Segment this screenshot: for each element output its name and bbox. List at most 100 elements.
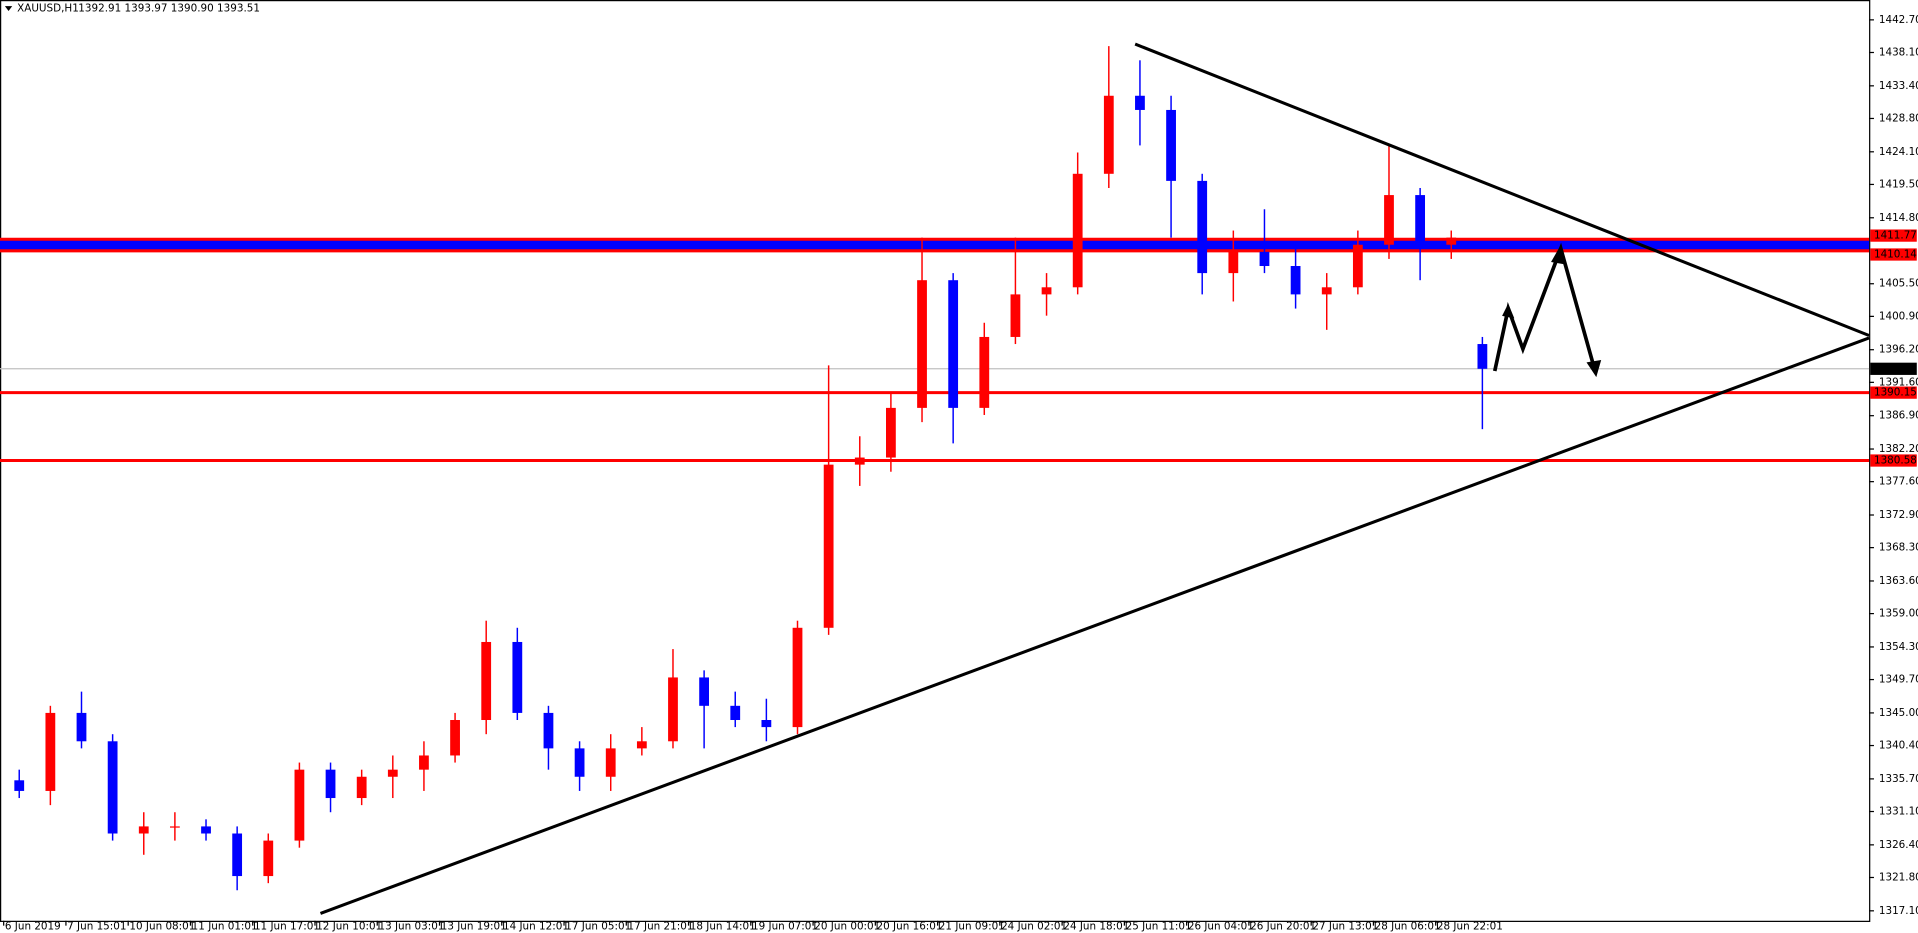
candle-body bbox=[1415, 195, 1426, 245]
x-tick-label: 10 Jun 08:01 bbox=[129, 920, 195, 932]
menu-icon[interactable] bbox=[4, 6, 13, 12]
y-tick-label: 1340.40 bbox=[1879, 740, 1918, 752]
price-level-tag bbox=[1870, 248, 1917, 261]
x-tick-label: 27 Jun 13:01 bbox=[1312, 920, 1378, 932]
candle-body bbox=[1321, 287, 1332, 295]
candle-body bbox=[294, 769, 305, 841]
y-tick-label: 1396.20 bbox=[1879, 344, 1918, 356]
y-tick-label: 1377.60 bbox=[1879, 476, 1918, 488]
candle-body bbox=[419, 755, 429, 770]
candle-body bbox=[107, 741, 118, 834]
y-tick-label: 1414.80 bbox=[1879, 212, 1918, 224]
x-tick-label: 6 Jun 2019 bbox=[5, 920, 61, 932]
arrow-head bbox=[1502, 303, 1515, 319]
x-tick-label: 28 Jun 06:01 bbox=[1375, 920, 1441, 932]
candle-body bbox=[1166, 109, 1176, 181]
x-tick-label: 13 Jun 03:01 bbox=[378, 920, 444, 932]
candle-body bbox=[169, 826, 180, 828]
candle-body bbox=[761, 720, 772, 728]
candle-body bbox=[1197, 180, 1208, 274]
candle-body bbox=[1352, 244, 1363, 288]
candle-body bbox=[356, 776, 367, 799]
price-level-tag bbox=[1870, 229, 1917, 242]
candle-body bbox=[1228, 251, 1239, 274]
x-tick-label: 21 Jun 09:01 bbox=[939, 920, 1005, 932]
x-tick-label: 26 Jun 20:01 bbox=[1250, 920, 1316, 932]
candle-body bbox=[1041, 287, 1052, 295]
x-tick-label: 20 Jun 16:01 bbox=[877, 920, 943, 932]
candle-body bbox=[1103, 95, 1114, 174]
y-tick-label: 1345.00 bbox=[1879, 707, 1918, 719]
price-level-label: 1390.15 bbox=[1874, 387, 1917, 399]
arrow-head bbox=[1551, 244, 1566, 265]
price-level-label: 1380.58 bbox=[1874, 455, 1917, 467]
y-tick-label: 1419.50 bbox=[1879, 178, 1918, 190]
x-tick-label: 24 Jun 18:01 bbox=[1063, 920, 1129, 932]
candle-body bbox=[512, 641, 523, 713]
price-level-tag bbox=[1870, 454, 1917, 467]
candle-body bbox=[1072, 173, 1083, 288]
y-tick-label: 1321.80 bbox=[1879, 871, 1918, 883]
candle-body bbox=[699, 677, 710, 706]
candle-body bbox=[823, 464, 834, 628]
candle-body bbox=[668, 677, 678, 742]
candle-body bbox=[201, 826, 211, 834]
y-tick-label: 1382.20 bbox=[1879, 443, 1918, 455]
price-level-tag bbox=[1870, 362, 1917, 375]
price-level-label: 1410.14 bbox=[1874, 249, 1917, 261]
candle-body bbox=[1384, 195, 1394, 245]
candle-body bbox=[792, 627, 803, 728]
x-tick-label: 11 Jun 01:01 bbox=[192, 920, 258, 932]
candle-body bbox=[450, 720, 460, 756]
arrow-head bbox=[1586, 359, 1602, 378]
price-level-label: 1411.77 bbox=[1874, 230, 1917, 242]
zone-band bbox=[0, 239, 1870, 251]
x-tick-label: 13 Jun 19:01 bbox=[441, 920, 507, 932]
y-tick-label: 1428.80 bbox=[1879, 112, 1918, 124]
candle-body bbox=[917, 280, 927, 408]
x-tick-label: 17 Jun 05:01 bbox=[565, 920, 631, 932]
price-level-label: 1393.51 bbox=[1874, 363, 1917, 375]
candle-body bbox=[387, 769, 398, 777]
x-tick-label: 7 Jun 15:01 bbox=[67, 920, 126, 932]
candles bbox=[14, 46, 1488, 891]
y-tick-label: 1359.00 bbox=[1879, 608, 1918, 620]
resistance-trendline bbox=[1134, 42, 1870, 337]
x-tick-label: 28 Jun 22:01 bbox=[1437, 920, 1503, 932]
candle-body bbox=[979, 336, 990, 408]
y-tick-label: 1438.10 bbox=[1879, 46, 1918, 58]
candle-body bbox=[1446, 237, 1457, 245]
candle-body bbox=[636, 741, 647, 749]
y-tick-label: 1354.30 bbox=[1879, 641, 1918, 653]
x-tick-label: 12 Jun 10:01 bbox=[316, 920, 382, 932]
y-tick-label: 1442.70 bbox=[1879, 14, 1918, 26]
symbol: XAUUSD,H1 bbox=[17, 3, 79, 15]
candle-body bbox=[481, 641, 492, 721]
candle-body bbox=[1290, 266, 1301, 295]
x-tick-label: 24 Jun 02:01 bbox=[1001, 920, 1067, 932]
projection-path bbox=[1492, 242, 1597, 372]
axes: 1442.70 1438.10 1433.40 1428.80 1424.10 1419.… bbox=[3, 14, 1918, 932]
y-tick-label: 1335.70 bbox=[1879, 773, 1918, 785]
candle-body bbox=[138, 826, 149, 834]
y-tick-label: 1400.90 bbox=[1879, 310, 1918, 322]
candle-body bbox=[574, 748, 585, 777]
x-tick-label: 14 Jun 12:01 bbox=[503, 920, 569, 932]
candle-body bbox=[1259, 251, 1270, 267]
candle-body bbox=[76, 712, 87, 742]
x-tick-label: 20 Jun 00:01 bbox=[814, 920, 880, 932]
y-tick-label: 1386.90 bbox=[1879, 410, 1918, 422]
candle-body bbox=[1477, 344, 1488, 369]
support-trendline bbox=[319, 336, 1870, 915]
candle-body bbox=[543, 712, 554, 749]
y-tick-label: 1317.10 bbox=[1879, 905, 1918, 917]
candle-body bbox=[605, 748, 616, 777]
y-tick-label: 1326.40 bbox=[1879, 839, 1918, 851]
candle-body bbox=[886, 407, 896, 458]
candle-body bbox=[45, 712, 56, 791]
y-tick-label: 1433.40 bbox=[1879, 80, 1918, 92]
x-tick-label: 18 Jun 14:01 bbox=[690, 920, 756, 932]
x-tick-label: 17 Jun 21:01 bbox=[628, 920, 694, 932]
